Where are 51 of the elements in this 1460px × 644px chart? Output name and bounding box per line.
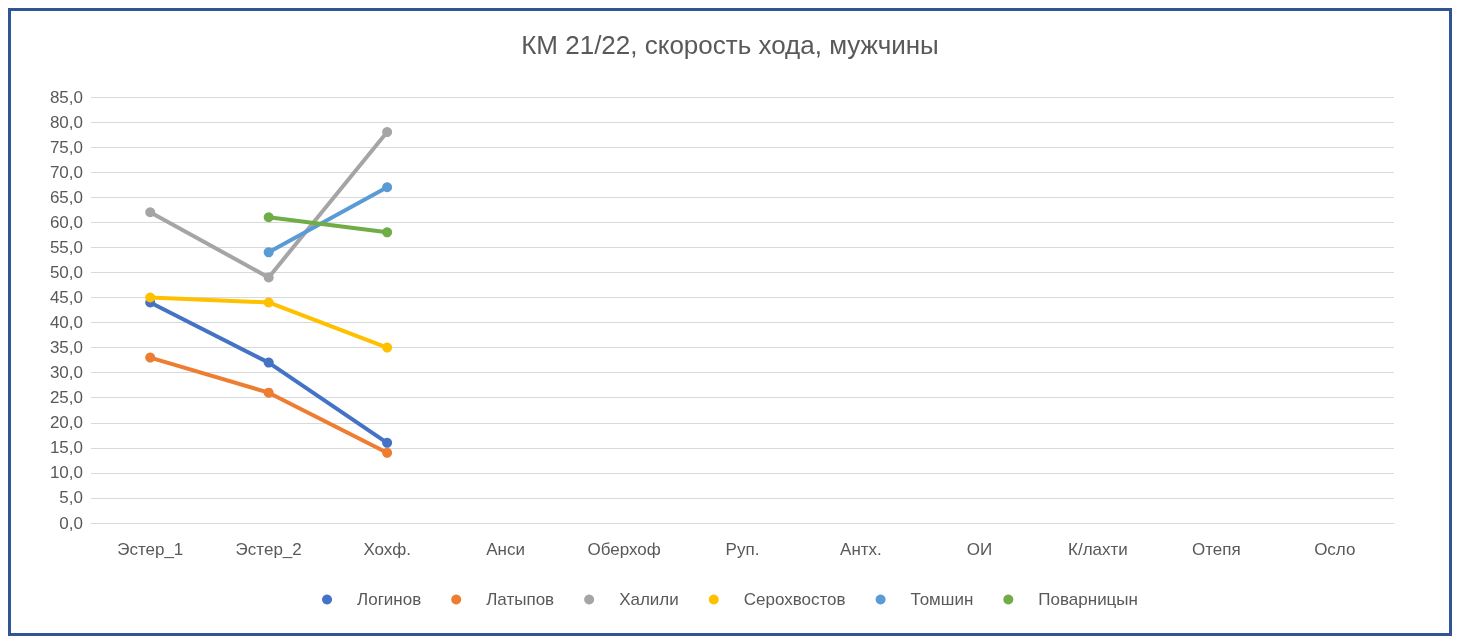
legend-label: Томшин xyxy=(910,590,974,609)
point xyxy=(145,292,156,303)
x-tick-label: Эстер_2 xyxy=(235,540,302,559)
point xyxy=(382,342,393,353)
point xyxy=(382,447,393,458)
point xyxy=(263,247,274,258)
y-tick-label: 45,0 xyxy=(49,287,83,307)
y-tick-label: 10,0 xyxy=(49,463,83,483)
x-tick-label: К/лахти xyxy=(1068,540,1128,559)
y-tick-label: 30,0 xyxy=(49,363,83,383)
point xyxy=(382,227,393,238)
point xyxy=(382,437,393,448)
x-tick-label: Хохф. xyxy=(363,540,411,559)
y-tick-label: 35,0 xyxy=(49,338,83,358)
point xyxy=(263,272,274,283)
point xyxy=(263,212,274,223)
x-tick-label: ОИ xyxy=(966,540,993,559)
point xyxy=(263,387,274,398)
point xyxy=(145,352,156,363)
x-tick-label: Руп. xyxy=(725,540,760,559)
legend-label: Логинов xyxy=(357,590,422,609)
x-tick-label: Отепя xyxy=(1191,540,1241,559)
y-tick-label: 75,0 xyxy=(49,137,83,157)
x-tick-label: Осло xyxy=(1314,540,1356,559)
x-tick-label: Оберхоф xyxy=(587,540,661,559)
y-tick-label: 70,0 xyxy=(49,162,83,182)
y-tick-label: 80,0 xyxy=(49,112,83,132)
legend-label: Серохвостов xyxy=(743,590,846,609)
legend-label: Латыпов xyxy=(486,590,555,609)
point xyxy=(263,297,274,308)
legend-label: Халили xyxy=(619,590,679,609)
y-tick-label: 55,0 xyxy=(49,237,83,257)
chart-title: КМ 21/22, скорость хода, мужчины xyxy=(521,30,939,60)
point xyxy=(382,182,393,193)
y-tick-label: 25,0 xyxy=(49,388,83,408)
point xyxy=(263,357,274,368)
y-tick-label: 15,0 xyxy=(49,438,83,458)
y-tick-label: 85,0 xyxy=(49,87,83,107)
legend-label: Поварницын xyxy=(1038,590,1138,609)
y-tick-label: 40,0 xyxy=(49,313,83,333)
x-tick-label: Анси xyxy=(486,540,525,559)
y-tick-label: 20,0 xyxy=(49,413,83,433)
point xyxy=(382,127,393,138)
y-tick-label: 0,0 xyxy=(59,513,83,533)
y-tick-label: 65,0 xyxy=(49,187,83,207)
y-tick-label: 50,0 xyxy=(49,262,83,282)
y-tick-label: 5,0 xyxy=(59,488,83,508)
y-tick-label: 60,0 xyxy=(49,212,83,232)
point xyxy=(145,207,156,218)
x-tick-label: Антх. xyxy=(840,540,882,559)
x-tick-label: Эстер_1 xyxy=(117,540,184,559)
